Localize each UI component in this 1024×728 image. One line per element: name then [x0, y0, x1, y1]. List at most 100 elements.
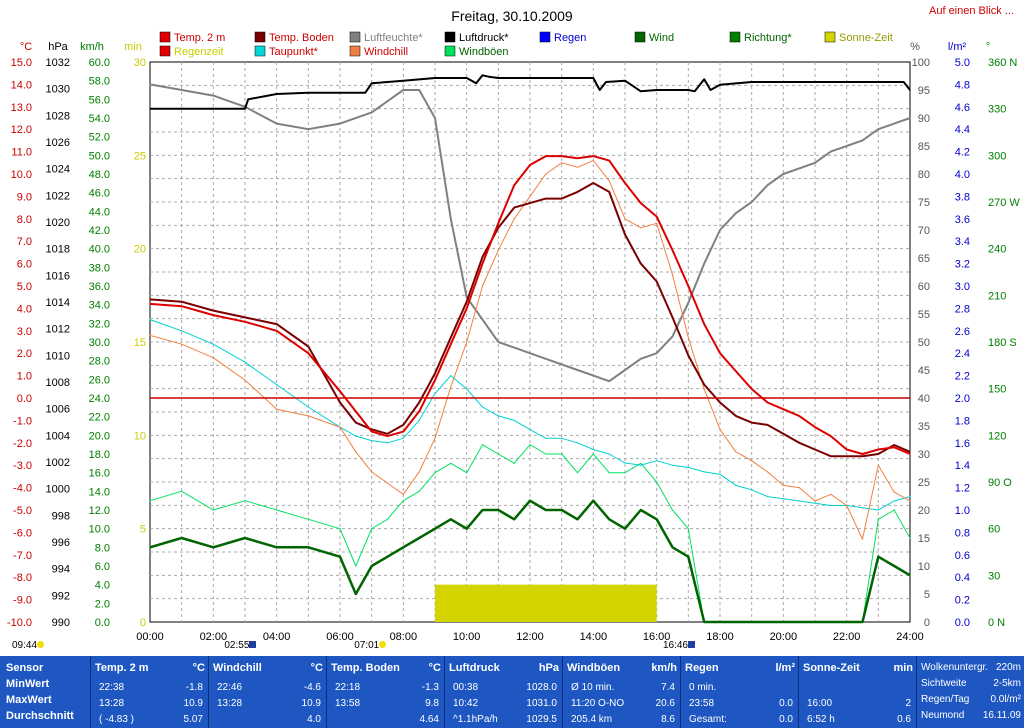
axis-tick-label: 30.0 — [89, 337, 110, 349]
series-point — [212, 310, 214, 312]
axis-tick-label: 1020 — [46, 217, 70, 229]
axis-tick-label: 36.0 — [89, 281, 110, 293]
series-point — [307, 92, 309, 94]
axis-tick-label: 3.2 — [955, 259, 970, 271]
axis-tick-label: 46.0 — [89, 188, 110, 200]
series-point — [497, 77, 499, 79]
axis-tick-label: -4.0 — [13, 483, 32, 495]
axis-tick-label: 1018 — [46, 244, 70, 256]
series-point — [402, 493, 404, 495]
axis-tick-label: 20.0 — [89, 430, 110, 442]
series-point — [893, 565, 895, 567]
summary-column-unit: °C — [192, 662, 205, 674]
series-point — [481, 285, 484, 287]
x-tick-label: 24:00 — [896, 631, 924, 640]
series-point — [624, 369, 626, 371]
series-point — [624, 218, 626, 220]
axis-tick-label: 45 — [918, 365, 930, 377]
series-point — [909, 500, 911, 502]
marker-time: 16:46 — [662, 640, 688, 651]
series-point — [481, 406, 484, 408]
overview-link[interactable]: Auf einen Blick ... — [929, 5, 1014, 17]
x-tick-label: 06:00 — [326, 631, 354, 640]
series-point — [640, 358, 642, 360]
axis-tick-label: 15 — [134, 337, 146, 349]
series-point — [561, 198, 563, 200]
summary-column: Regen l/m² 0 min. 23:58 0.0 Gesamt: 0.0 — [680, 656, 799, 728]
series-point — [782, 498, 784, 500]
series-point — [846, 145, 848, 147]
series-point — [497, 509, 499, 511]
series-point — [418, 419, 420, 421]
series-point — [830, 151, 832, 153]
axis-tick-label: 26.0 — [89, 374, 110, 386]
series-point — [434, 117, 436, 119]
legend-swatch — [824, 31, 836, 43]
axis-tick-label: 1.0 — [955, 505, 970, 517]
summary-cell-time: 205.4 km — [571, 714, 613, 725]
series-point — [244, 108, 246, 110]
legend-swatch — [254, 31, 266, 43]
series-point — [355, 410, 357, 412]
series-point — [561, 453, 563, 455]
series-point — [561, 162, 563, 164]
axis-tick-label: 90 O — [988, 477, 1012, 489]
summary-column-head: Luftdruck — [449, 662, 500, 674]
series-point — [386, 435, 389, 437]
summary-cell-time: ^1.1hPa/h — [453, 714, 498, 725]
axis-tick-label: 1004 — [46, 430, 70, 442]
axis-tick-label: 95 — [918, 85, 930, 97]
series-point — [877, 81, 879, 83]
series-point — [751, 422, 753, 424]
legend-swatch — [444, 45, 456, 57]
summary-extra-value: 16.11.09 — [982, 710, 1021, 721]
series-point — [751, 201, 753, 203]
series-point — [782, 433, 784, 435]
series-point — [592, 375, 594, 377]
axis-tick-label: -5.0 — [13, 505, 32, 517]
series-point — [877, 556, 879, 558]
x-tick-label: 00:00 — [136, 631, 164, 640]
axis-tick-label: 0.0 — [95, 617, 110, 629]
axis-tick-label: 0.6 — [955, 550, 970, 562]
axis-tick-label: -7.0 — [13, 550, 32, 562]
axis-tick-label: 4.2 — [955, 147, 970, 159]
series-point — [497, 227, 499, 229]
series-point — [466, 472, 468, 474]
series-point — [364, 92, 366, 94]
series-point — [608, 380, 610, 382]
series-point — [640, 509, 642, 511]
series-point — [402, 431, 404, 433]
summary-column-head: Temp. Boden — [331, 662, 400, 674]
series-point — [386, 442, 389, 444]
series-point — [545, 173, 547, 175]
series-point — [656, 481, 658, 483]
axis-tick-label: 24.0 — [89, 393, 110, 405]
series-point — [339, 426, 341, 428]
series-point — [861, 621, 864, 623]
summary-extra-label: Neumond — [921, 710, 965, 721]
axis-tick-label: 1010 — [46, 350, 70, 362]
axis-tick-label: 15 — [918, 533, 930, 545]
series-point — [513, 419, 515, 421]
marker-icon — [37, 641, 45, 648]
summary-cell-time: Ø 10 min. — [571, 682, 615, 693]
series-point — [561, 437, 563, 439]
axis-tick-label: 20 — [918, 505, 930, 517]
series-point — [687, 528, 689, 530]
series-point — [355, 451, 357, 453]
series-point — [893, 491, 895, 493]
series-point — [529, 352, 531, 354]
series-point — [687, 336, 689, 339]
axis-tick-label: 42.0 — [89, 225, 110, 237]
axis-tick-label: 0.8 — [955, 527, 970, 539]
axis-tick-label: 18.0 — [89, 449, 110, 461]
series-point — [466, 528, 468, 530]
weather-chart: Freitag, 30.10.2009 Temp. 2 m Temp. Boden L… — [7, 8, 1020, 640]
summary-cell-value: 9.8 — [425, 698, 439, 709]
series-point — [687, 354, 689, 356]
series-point — [276, 93, 278, 95]
series-point — [434, 392, 436, 395]
summary-panel: Sensor MinWert MaxWert Durchschnitt Temp. 2 … — [0, 656, 1024, 728]
summary-cell-time: 00:38 — [453, 682, 479, 693]
